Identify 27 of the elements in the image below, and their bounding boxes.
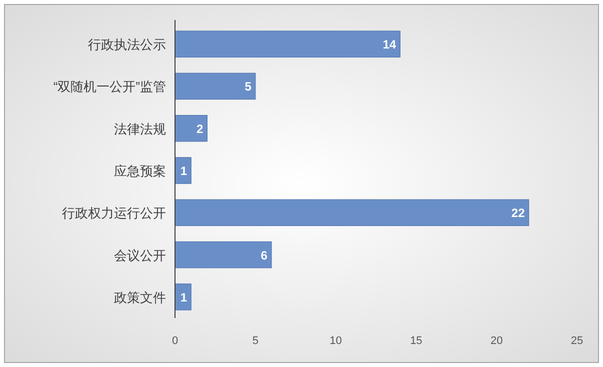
bar xyxy=(174,114,208,142)
x-tick-label: 0 xyxy=(172,335,178,347)
data-label: 6 xyxy=(260,248,268,262)
data-label: 14 xyxy=(382,38,396,52)
x-tick-label: 20 xyxy=(490,335,503,347)
x-tick-label: 15 xyxy=(410,335,422,347)
data-label: 1 xyxy=(180,164,188,178)
bar xyxy=(174,241,272,268)
x-tick-label: 5 xyxy=(252,335,258,347)
bar xyxy=(174,199,530,226)
data-label: 22 xyxy=(511,206,526,220)
x-tick-label: 25 xyxy=(570,335,584,347)
bar xyxy=(174,30,400,58)
data-label: 1 xyxy=(180,290,188,304)
data-label: 2 xyxy=(196,122,204,136)
y-tick-label: 行政权力运行公开 xyxy=(62,206,166,221)
data-label: 5 xyxy=(244,80,252,94)
y-tick-label: 行政执法公示 xyxy=(88,37,166,52)
bar xyxy=(174,284,192,310)
y-tick-label: 会议公开 xyxy=(114,248,166,263)
bar xyxy=(174,157,192,184)
y-tick-label: 法律法规 xyxy=(114,121,166,136)
y-tick-label: 政策文件 xyxy=(114,290,166,305)
y-tick-label: “双随机一公开”监管 xyxy=(53,79,166,94)
bar xyxy=(174,72,256,100)
y-tick-label: 应急预案 xyxy=(114,164,166,178)
x-tick-label: 10 xyxy=(330,335,342,347)
